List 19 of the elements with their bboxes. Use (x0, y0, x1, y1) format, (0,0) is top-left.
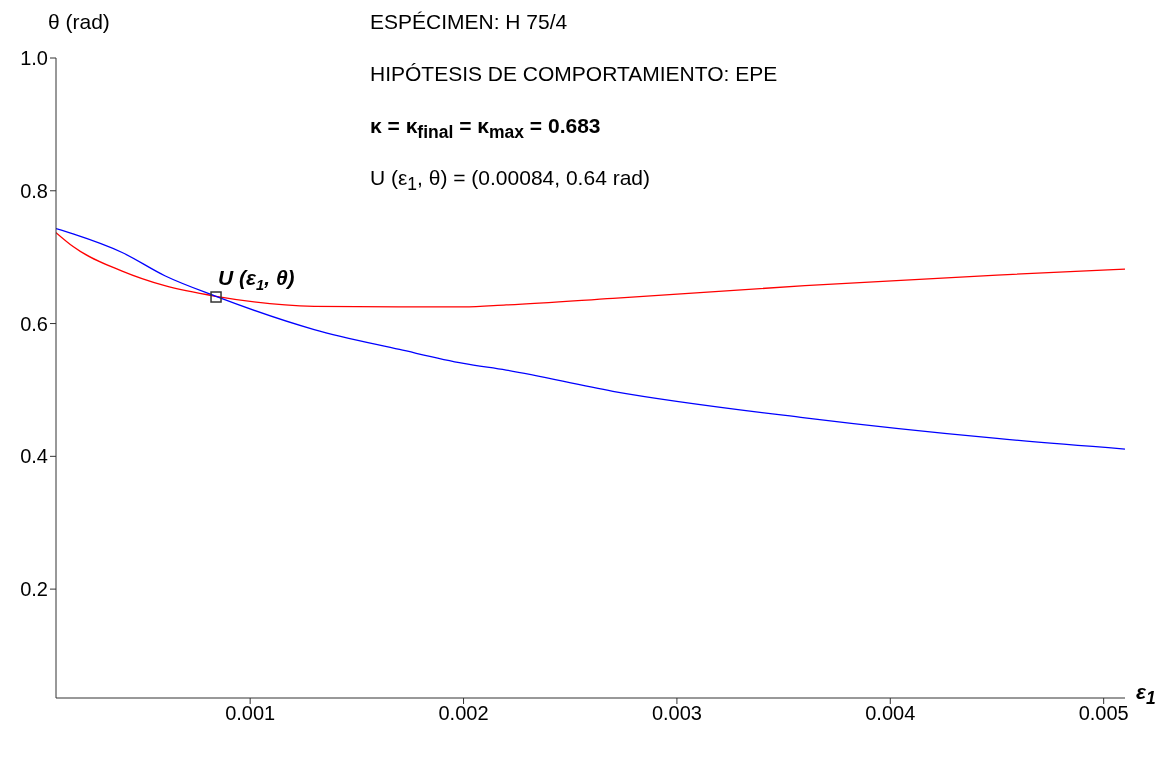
y-tick-label: 0.4 (20, 445, 48, 468)
x-tick-label: 0.002 (438, 702, 489, 725)
x-tick-label: 0.004 (865, 702, 916, 725)
annotation: U (ε$_{1}$, θ) = (0.00084, 0.64 rad) (370, 166, 650, 196)
y-tick-label: 0.6 (20, 312, 48, 335)
y-tick-label: 0.2 (20, 578, 48, 601)
annotation: κ = κ$_{final}$ = κ$_{max}$ = 0.683 (370, 114, 601, 144)
x-tick-label: 0.005 (1078, 702, 1129, 725)
annotation: U (ε$_{1}$, θ) (218, 266, 295, 293)
y-tick-label: 1.0 (20, 47, 48, 70)
line-series (56, 227, 1125, 450)
line-series (56, 231, 1125, 308)
annotation: HIPÓTESIS DE COMPORTAMIENTO: EPE (370, 62, 778, 86)
x-axis-title: ε$_{1}$ (1136, 680, 1156, 710)
x-tick-label: 0.001 (225, 702, 276, 725)
x-tick-label: 0.003 (651, 702, 702, 725)
y-tick-label: 0.8 (20, 179, 48, 202)
text: ESPÉCIMEN: H 75/4 (370, 10, 568, 34)
y-axis-title: θ (rad) (48, 10, 110, 34)
